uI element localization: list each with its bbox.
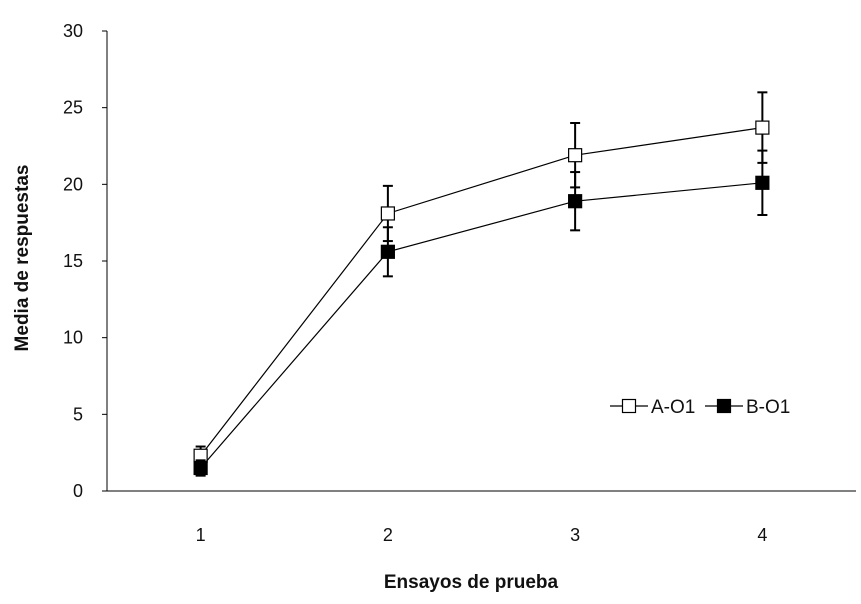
x-axis-title: Ensayos de prueba bbox=[384, 572, 559, 593]
y-tick-label: 5 bbox=[73, 404, 83, 424]
data-point bbox=[568, 148, 583, 163]
y-tick-label: 10 bbox=[63, 328, 83, 348]
data-point bbox=[380, 206, 395, 221]
legend-label: B-O1 bbox=[746, 397, 790, 418]
x-tick-label: 2 bbox=[383, 525, 393, 545]
data-point bbox=[380, 244, 395, 259]
y-tick-label: 30 bbox=[63, 21, 83, 41]
legend-marker bbox=[716, 398, 732, 414]
data-point bbox=[755, 120, 770, 135]
x-tick-label: 3 bbox=[570, 525, 580, 545]
series-line bbox=[200, 127, 763, 457]
legend-item-1: B-O1 bbox=[705, 397, 790, 418]
data-point bbox=[755, 175, 770, 190]
y-axis-title: Media de respuestas bbox=[12, 165, 33, 352]
series-line bbox=[200, 182, 763, 469]
legend: A-O1 B-O1 bbox=[610, 397, 790, 418]
x-tick-label: 1 bbox=[196, 525, 206, 545]
x-tick-label: 4 bbox=[757, 525, 767, 545]
series-1 bbox=[193, 149, 770, 477]
y-tick-label: 0 bbox=[73, 481, 83, 501]
tick-labels: 0 5 10 15 20 25 30 1 2 3 4 bbox=[63, 21, 767, 545]
series-layer bbox=[193, 91, 770, 477]
legend-item-0: A-O1 bbox=[610, 397, 695, 418]
y-tick-label: 15 bbox=[63, 251, 83, 271]
data-point bbox=[193, 460, 208, 476]
y-tick-label: 20 bbox=[63, 174, 83, 194]
axes bbox=[102, 30, 856, 492]
y-tick-label: 25 bbox=[63, 98, 83, 118]
data-point bbox=[568, 194, 583, 209]
legend-label: A-O1 bbox=[651, 397, 695, 418]
legend-marker bbox=[621, 398, 637, 414]
